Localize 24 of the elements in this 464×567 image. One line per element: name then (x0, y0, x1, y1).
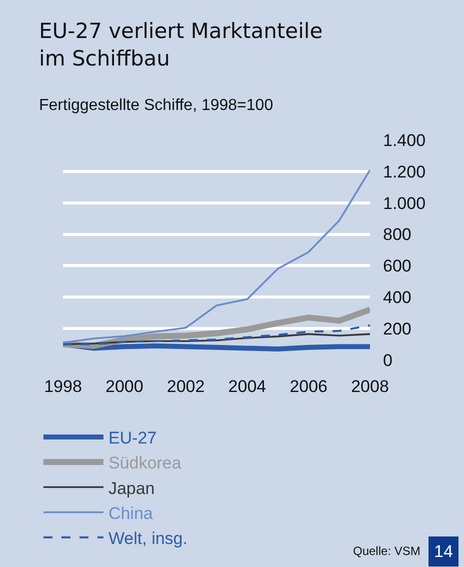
legend-label: Welt, insg. (108, 528, 188, 548)
source-note: Quelle: VSM (353, 544, 420, 558)
y-tick-label: 400 (383, 288, 412, 308)
y-tick-label: 0 (383, 350, 392, 370)
y-tick-label: 600 (383, 256, 412, 276)
x-tick-label: 2006 (290, 377, 328, 396)
x-tick-label: 1998 (44, 377, 82, 396)
chart-subtitle: Fertiggestellte Schiffe, 1998=100 (39, 97, 274, 114)
legend-label: Südkorea (108, 454, 182, 473)
y-tick-label: 1.000 (383, 194, 426, 213)
y-tick-label: 1.400 (383, 130, 426, 150)
legend-label: EU-27 (108, 428, 157, 448)
y-tick-label: 800 (383, 225, 412, 244)
x-tick-label: 2008 (351, 377, 389, 396)
chart-title: EU-27 verliert Marktanteile im Schiffbau (39, 19, 323, 70)
text: 14 (434, 542, 453, 561)
x-tick-label: 2004 (228, 377, 266, 396)
line-series (63, 169, 370, 344)
legend-label: Japan (108, 478, 155, 498)
y-tick-label: 1.200 (383, 162, 426, 182)
x-tick-label: 2002 (166, 377, 205, 396)
y-tick-label: 200 (383, 320, 412, 339)
legend-label: China (108, 504, 154, 523)
x-tick-label: 2000 (105, 377, 144, 396)
